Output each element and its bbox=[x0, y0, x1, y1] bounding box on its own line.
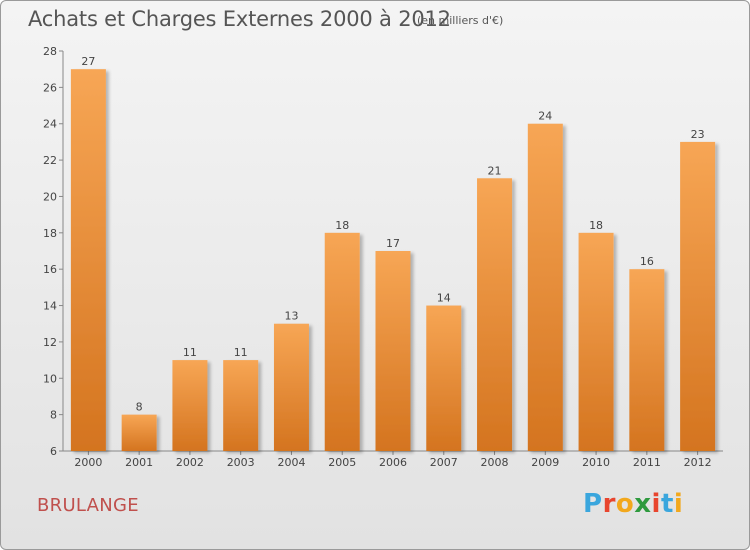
x-tick-label-2006: 2006 bbox=[379, 456, 407, 469]
y-axis: 6 8 10 12 14 16 18 20 22 24 26 28 bbox=[43, 45, 64, 458]
x-tick-label-2012: 2012 bbox=[684, 456, 712, 469]
x-tick: 2001 bbox=[125, 451, 153, 469]
y-tick-label: 8 bbox=[50, 409, 57, 422]
y-tick-label: 10 bbox=[43, 372, 57, 385]
x-tick: 2006 bbox=[379, 451, 407, 469]
data-label-2002: 11 bbox=[183, 346, 197, 359]
x-tick-label-2002: 2002 bbox=[176, 456, 204, 469]
y-tick-label: 18 bbox=[43, 227, 57, 240]
x-tick: 2003 bbox=[227, 451, 255, 469]
data-label-2003: 11 bbox=[234, 346, 248, 359]
data-label-2000: 27 bbox=[81, 55, 95, 68]
bar-2001 bbox=[121, 414, 157, 451]
x-tick: 2002 bbox=[176, 451, 204, 469]
x-tick-label-2003: 2003 bbox=[227, 456, 255, 469]
bar-2003 bbox=[223, 360, 259, 451]
y-tick: 26 bbox=[43, 81, 63, 94]
y-tick: 10 bbox=[43, 372, 63, 385]
x-tick: 2010 bbox=[582, 451, 610, 469]
logo-letter: t bbox=[660, 489, 674, 519]
y-tick-label: 14 bbox=[43, 300, 57, 313]
data-label-2011: 16 bbox=[640, 255, 654, 268]
y-tick: 12 bbox=[43, 336, 63, 349]
bar-2009 bbox=[527, 123, 563, 452]
bar-2000 bbox=[70, 69, 106, 451]
logo-letter: P bbox=[583, 489, 603, 519]
bar-2008 bbox=[477, 178, 513, 452]
logo-letter: o bbox=[615, 489, 635, 519]
bar-2002 bbox=[172, 360, 208, 451]
data-label-2012: 23 bbox=[691, 128, 705, 141]
x-tick-label-2001: 2001 bbox=[125, 456, 153, 469]
bar-2006 bbox=[375, 251, 411, 451]
x-tick: 2009 bbox=[531, 451, 559, 469]
proxiti-logo[interactable]: Proxiti bbox=[583, 489, 683, 519]
logo-letter: i bbox=[651, 489, 661, 519]
y-tick: 28 bbox=[43, 45, 63, 58]
x-tick-label-2011: 2011 bbox=[633, 456, 661, 469]
data-labels: 27 8 11 11 13 18 17 14 21 24 18 16 23 bbox=[81, 55, 704, 413]
x-tick-label-2000: 2000 bbox=[74, 456, 102, 469]
bar-2011 bbox=[629, 269, 665, 451]
x-tick-label-2010: 2010 bbox=[582, 456, 610, 469]
chart-title: Achats et Charges Externes 2000 à 2012 bbox=[28, 7, 451, 31]
bar-2004 bbox=[273, 323, 309, 451]
bar-2012 bbox=[680, 141, 716, 451]
y-tick-label: 6 bbox=[50, 445, 57, 458]
bar-2010 bbox=[578, 232, 614, 451]
x-tick-label-2004: 2004 bbox=[277, 456, 305, 469]
y-tick-label: 20 bbox=[43, 190, 57, 203]
logo-letter: i bbox=[673, 489, 684, 519]
data-label-2007: 14 bbox=[437, 292, 451, 305]
x-tick: 2008 bbox=[481, 451, 509, 469]
x-tick: 2005 bbox=[328, 451, 356, 469]
y-tick-label: 22 bbox=[43, 154, 57, 167]
data-label-2001: 8 bbox=[136, 401, 143, 414]
data-label-2004: 13 bbox=[284, 310, 298, 323]
x-tick: 2011 bbox=[633, 451, 661, 469]
unit-note: (en milliers d'€) bbox=[417, 14, 504, 27]
x-tick: 2007 bbox=[430, 451, 458, 469]
y-tick: 6 bbox=[50, 445, 63, 458]
data-label-2005: 18 bbox=[335, 219, 349, 232]
y-tick: 16 bbox=[43, 263, 63, 276]
x-tick: 2012 bbox=[684, 451, 712, 469]
x-tick-label-2008: 2008 bbox=[481, 456, 509, 469]
y-tick: 14 bbox=[43, 300, 63, 313]
data-label-2008: 21 bbox=[488, 164, 502, 177]
x-tick-label-2005: 2005 bbox=[328, 456, 356, 469]
y-tick: 22 bbox=[43, 154, 63, 167]
data-label-2006: 17 bbox=[386, 237, 400, 250]
x-tick-label-2007: 2007 bbox=[430, 456, 458, 469]
y-tick: 8 bbox=[50, 409, 63, 422]
data-label-2010: 18 bbox=[589, 219, 603, 232]
commune-name: BRULANGE bbox=[37, 495, 139, 516]
x-axis: 2000 2001 2002 2003 2004 2005 2006 2007 2008 2009… bbox=[63, 450, 723, 469]
bar-2005 bbox=[324, 232, 360, 451]
x-tick: 2004 bbox=[277, 451, 305, 469]
logo-letter: x bbox=[634, 489, 652, 519]
x-tick: 2000 bbox=[74, 451, 102, 469]
y-tick: 20 bbox=[43, 190, 63, 203]
y-tick-label: 16 bbox=[43, 263, 57, 276]
y-tick-label: 24 bbox=[43, 118, 57, 131]
data-label-2009: 24 bbox=[538, 110, 552, 123]
bar-2007 bbox=[426, 305, 462, 451]
y-tick-label: 12 bbox=[43, 336, 57, 349]
y-tick-label: 28 bbox=[43, 45, 57, 58]
x-tick-label-2009: 2009 bbox=[531, 456, 559, 469]
y-tick: 18 bbox=[43, 227, 63, 240]
y-tick-label: 26 bbox=[43, 81, 57, 94]
y-tick: 24 bbox=[43, 118, 63, 131]
logo-letter: r bbox=[602, 489, 616, 519]
bars bbox=[70, 69, 716, 452]
